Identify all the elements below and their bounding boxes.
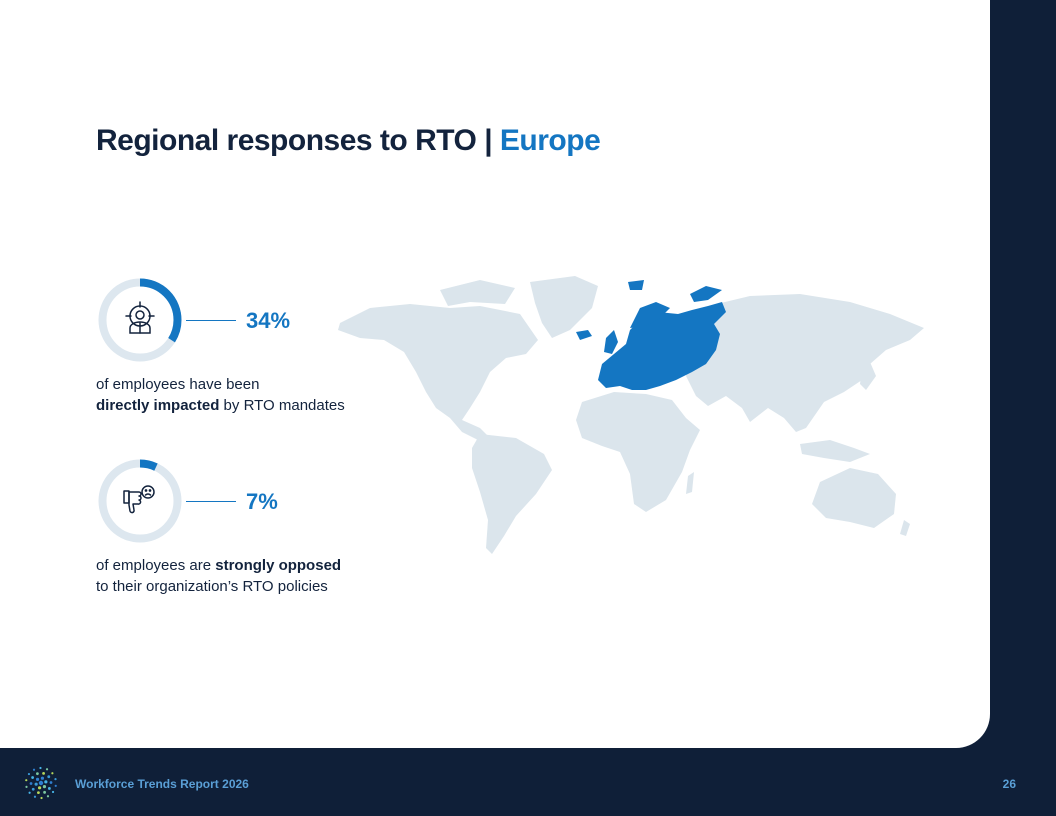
logo-dot: [31, 776, 35, 779]
map-australia: [812, 468, 896, 528]
donut-chart-impacted: [98, 278, 182, 362]
logo-dot: [37, 791, 40, 795]
target-person-icon: [125, 301, 155, 334]
logo-dot: [34, 782, 38, 786]
map-madagascar: [686, 472, 694, 494]
logo-dot: [28, 791, 31, 794]
logo-dot: [42, 771, 45, 775]
logo-dot: [54, 778, 57, 781]
logo-dot: [29, 782, 33, 785]
map-novaya-zemlya: [690, 286, 722, 302]
logo-dot: [45, 768, 49, 771]
logo-dot: [51, 790, 55, 794]
logo-dot: [49, 781, 53, 784]
logo-dot: [31, 787, 35, 791]
stat-description-opposed: of employees are strongly opposed to the…: [96, 557, 342, 595]
logo-dot: [39, 766, 42, 770]
map-svalbard: [628, 280, 644, 290]
map-south-america: [472, 434, 552, 554]
page-title: Regional responses to RTO | Europe: [96, 124, 601, 158]
map-europe: [598, 302, 726, 390]
stat-description-impacted: of employees have been directly impacted…: [96, 376, 345, 414]
map-arctic-islands: [440, 280, 515, 306]
logo-dot: [47, 775, 51, 779]
logo-dot: [44, 780, 48, 784]
footer-report-title: Workforce Trends Report 2026: [75, 777, 249, 791]
logo-dot: [37, 786, 42, 790]
logo-dot: [46, 795, 50, 798]
map-uk: [604, 330, 618, 354]
logo-dot: [32, 768, 36, 771]
logo-dot: [42, 785, 47, 789]
stat-value-opposed: 7%: [246, 489, 278, 514]
logo-dot: [35, 777, 40, 781]
connector-line: [186, 501, 236, 502]
donut-chart-opposed: [98, 459, 182, 543]
logo-dot: [33, 795, 37, 798]
map-europe-highlight: [576, 280, 726, 390]
map-new-zealand: [900, 520, 910, 536]
title-region: Europe: [499, 124, 601, 157]
map-japan: [860, 362, 876, 390]
map-greenland: [530, 276, 598, 338]
connector-line: [186, 320, 236, 321]
logo-dot: [25, 779, 28, 782]
map-scandinavia: [630, 302, 670, 328]
logo-dot: [51, 772, 54, 775]
map-se-asia: [800, 440, 870, 462]
donut-fill-impacted: [98, 278, 182, 362]
map-asia: [686, 294, 924, 432]
donut-fill-opposed: [98, 459, 182, 543]
footer-page-number: 26: [1002, 777, 1016, 791]
thumbs-down-sad-icon: [123, 485, 155, 514]
logo-dot: [47, 787, 51, 790]
stat-value-impacted: 34%: [246, 308, 291, 333]
logo-dot: [40, 776, 45, 780]
report-logo-icon: [25, 766, 57, 800]
logo-dot: [54, 784, 57, 787]
world-map: [338, 276, 924, 554]
logo-dot: [40, 796, 43, 800]
page-card: Regional responses to RTO | Europe 34% o…: [0, 0, 990, 748]
map-africa: [576, 392, 700, 512]
logo-dot: [25, 785, 28, 788]
map-land: [338, 276, 924, 554]
title-main: Regional responses to RTO |: [96, 124, 500, 157]
map-iceland: [576, 330, 592, 340]
logo-dot: [43, 790, 46, 794]
logo-dot: [36, 772, 39, 776]
logo-dot: [27, 772, 31, 776]
logo-dot-center: [38, 780, 44, 786]
map-north-america: [338, 304, 538, 442]
